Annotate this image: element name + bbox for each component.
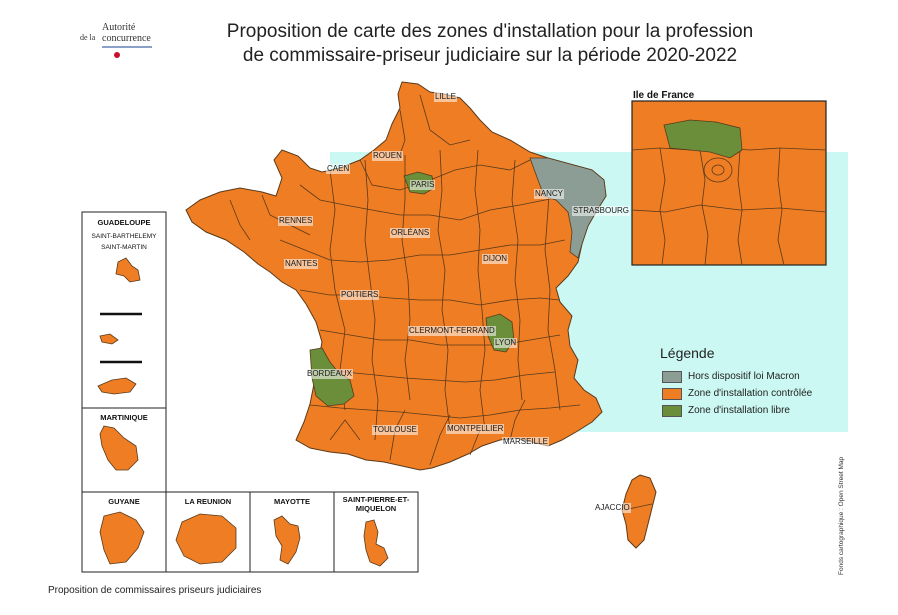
legend-title: Légende [660,345,715,361]
city-poitiers: POITIERS [340,290,380,300]
legend-swatch-orange [662,387,682,400]
title-line-1: Proposition de carte des zones d'install… [226,21,754,42]
label-mayotte: MAYOTTE [274,497,310,506]
logo-text-1: Autorité [102,22,136,33]
idf-inset-title: Ile de France [633,90,695,101]
legend-item-zone-controlee: Zone d'installation contrôlée [662,387,812,400]
legend-item-zone-libre: Zone d'installation libre [662,404,790,417]
saint-barthelemy-shape [99,333,119,345]
label-guyane: GUYANE [108,497,140,506]
logo-bar [102,46,152,48]
legend-label: Zone d'installation libre [688,405,790,416]
mayotte-shape [273,515,301,565]
label-saint-barthelemy: SAINT-BARTHELEMY [91,233,157,240]
saint-pierre-miquelon-shape [363,519,389,567]
legend-item-hors-dispositif: Hors dispositif loi Macron [662,370,800,383]
logo-text-2: de la [80,33,96,42]
city-strasbourg: STRASBOURG [572,206,631,216]
guyane-shape [99,511,145,565]
label-saint-martin: SAINT-MARTIN [101,244,147,251]
saint-martin-shape [97,377,137,395]
city-marseille: MARSEILLE [502,437,549,447]
logo-text-3: concurrence [102,33,151,44]
city-lyon: LYON [494,338,518,348]
city-caen: CAEN [326,164,351,174]
city-dijon: DIJON [482,254,508,264]
guadeloupe-shape [115,257,141,283]
map-title: Proposition de carte des zones d'install… [180,20,800,68]
city-ajaccio: AJACCIO [594,503,631,513]
label-saint-pierre-et-miquelon: SAINT-PIERRE-ET-MIQUELON [342,495,410,513]
city-toulouse: TOULOUSE [372,425,418,435]
label-guadeloupe: GUADELOUPE [97,218,151,227]
city-bordeaux: BORDEAUX [306,369,353,379]
city-paris: PARIS [410,180,436,190]
legend-label: Zone d'installation contrôlée [688,388,813,399]
map-credit: Fonds cartographique : Open Street Map [838,456,845,575]
label-martinique: MARTINIQUE [100,413,148,422]
martinique-shape [99,425,139,471]
reunion-shape [175,513,237,565]
city-rennes: RENNES [278,216,314,226]
city-nancy: NANCY [534,189,565,199]
overseas-boxes [81,211,419,573]
figure-caption: Proposition de commissaires priseurs jud… [48,585,262,596]
city-clermont-ferrand: CLERMONT-FERRAND [408,326,496,336]
city-nantes: NANTES [284,259,319,269]
city-montpellier: MONTPELLIER [446,424,505,434]
city-orleans: ORLÉANS [390,228,431,238]
autorite-logo: Autorité de la concurrence [80,22,160,62]
idf-zone-libre [663,119,743,159]
logo-dot [114,52,120,58]
department-borders [229,94,581,466]
legend-swatch-grey [662,370,682,383]
corsica [621,474,657,549]
city-rouen: ROUEN [372,151,403,161]
legend-label: Hors dispositif loi Macron [688,371,800,382]
city-lille: LILLE [434,92,457,102]
title-line-2: de commissaire-priseur judiciaire sur la… [242,45,738,66]
label-la-reunion: LA REUNION [184,497,232,506]
legend-swatch-green [662,404,682,417]
